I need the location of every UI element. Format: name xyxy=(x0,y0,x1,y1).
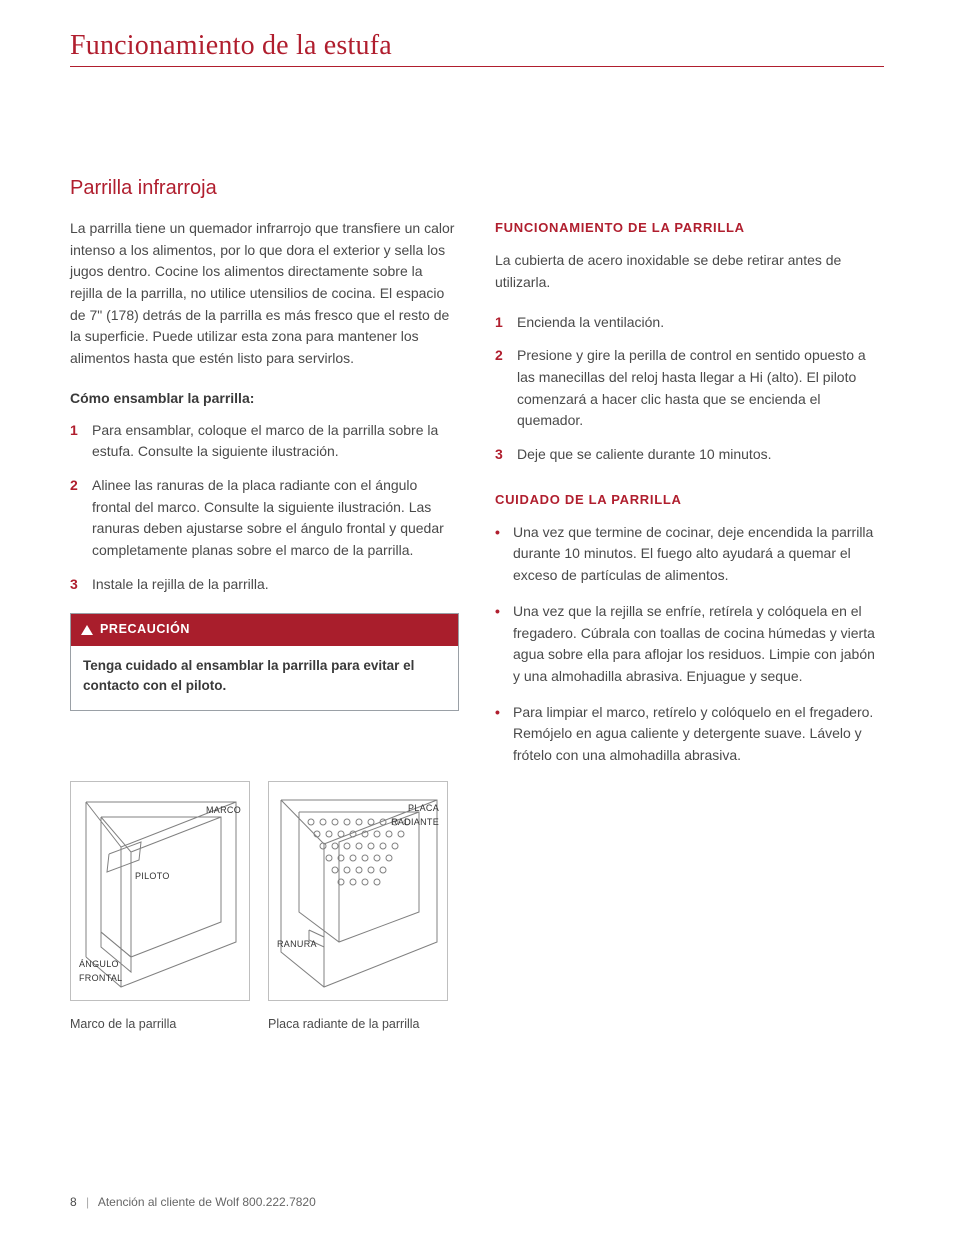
list-item: Presione y gire la perilla de control en… xyxy=(495,345,884,432)
operation-intro: La cubierta de acero inoxidable se debe … xyxy=(495,250,884,293)
two-column-layout: La parrilla tiene un quemador infrarrojo… xyxy=(70,218,884,1035)
section-title: Parrilla infrarroja xyxy=(70,177,884,200)
figure-1-label-piloto: PILOTO xyxy=(135,870,170,884)
list-item: Una vez que la rejilla se enfríe, retíre… xyxy=(495,601,884,688)
caution-body: Tenga cuidado al ensamblar la parrilla p… xyxy=(71,646,458,711)
list-item: Una vez que termine de cocinar, deje enc… xyxy=(495,522,884,587)
figure-2-box: PLACA RADIANTE RANURA xyxy=(268,781,448,1001)
figure-2-label-placa: PLACA RADIANTE xyxy=(391,802,439,830)
list-item: Para ensamblar, coloque el marco de la p… xyxy=(70,420,459,463)
assembly-heading: Cómo ensamblar la parrilla: xyxy=(70,388,459,410)
intro-paragraph: La parrilla tiene un quemador infrarrojo… xyxy=(70,218,459,370)
caution-box: PRECAUCIÓN Tenga cuidado al ensamblar la… xyxy=(70,613,459,711)
list-item: Instale la rejilla de la parrilla. xyxy=(70,574,459,596)
page-footer: 8 | Atención al cliente de Wolf 800.222.… xyxy=(70,1195,316,1209)
page-number: 8 xyxy=(70,1195,77,1209)
care-bullets-list: Una vez que termine de cocinar, deje enc… xyxy=(495,522,884,767)
footer-separator: | xyxy=(86,1195,89,1209)
operation-steps-list: Encienda la ventilación. Presione y gire… xyxy=(495,312,884,466)
figure-1-caption: Marco de la parrilla xyxy=(70,1015,250,1034)
list-item: Para limpiar el marco, retírelo y colóqu… xyxy=(495,702,884,767)
care-heading: CUIDADO DE LA PARRILLA xyxy=(495,490,884,510)
title-rule xyxy=(70,66,884,67)
figure-1-box: MARCO PILOTO ÁNGULO FRONTAL xyxy=(70,781,250,1001)
figure-1-label-angulo: ÁNGULO FRONTAL xyxy=(79,958,122,986)
figure-2-caption: Placa radiante de la parrilla xyxy=(268,1015,448,1034)
caution-header: PRECAUCIÓN xyxy=(71,614,458,645)
operation-heading: FUNCIONAMIENTO DE LA PARRILLA xyxy=(495,218,884,238)
right-column: FUNCIONAMIENTO DE LA PARRILLA La cubiert… xyxy=(495,218,884,1035)
left-column: La parrilla tiene un quemador infrarrojo… xyxy=(70,218,459,1035)
assembly-steps-list: Para ensamblar, coloque el marco de la p… xyxy=(70,420,459,596)
list-item: Deje que se caliente durante 10 minutos. xyxy=(495,444,884,466)
list-item: Encienda la ventilación. xyxy=(495,312,884,334)
page-title: Funcionamiento de la estufa xyxy=(70,30,884,62)
warning-icon xyxy=(81,625,93,635)
caution-label: PRECAUCIÓN xyxy=(100,620,190,639)
list-item: Alinee las ranuras de la placa radiante … xyxy=(70,475,459,562)
figure-2-label-ranura: RANURA xyxy=(277,938,317,952)
manual-page: Funcionamiento de la estufa Parrilla inf… xyxy=(0,0,954,1235)
figure-2: PLACA RADIANTE RANURA Placa radiante de … xyxy=(268,781,448,1034)
footer-text: Atención al cliente de Wolf 800.222.7820 xyxy=(98,1195,316,1209)
figure-1: MARCO PILOTO ÁNGULO FRONTAL Marco de la … xyxy=(70,781,250,1034)
figure-row: MARCO PILOTO ÁNGULO FRONTAL Marco de la … xyxy=(70,781,459,1034)
figure-1-label-marco: MARCO xyxy=(206,804,241,818)
